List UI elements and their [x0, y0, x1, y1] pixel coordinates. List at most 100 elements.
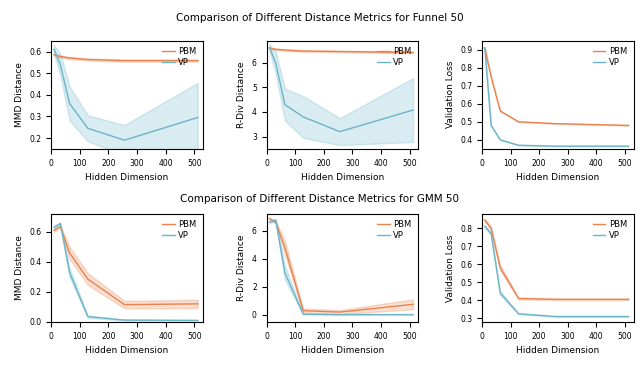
- PBM: [625, 123, 632, 128]
- VP: [194, 115, 202, 120]
- Y-axis label: Validation Loss: Validation Loss: [445, 61, 454, 128]
- X-axis label: Hidden Dimension: Hidden Dimension: [516, 173, 600, 182]
- PBM: [487, 226, 495, 231]
- VP: [497, 138, 504, 142]
- VP: [84, 314, 92, 319]
- Line: PBM: PBM: [484, 48, 628, 125]
- VP: [281, 270, 289, 275]
- VP: [194, 318, 202, 323]
- PBM: [266, 216, 273, 221]
- VP: [56, 62, 64, 67]
- PBM: [497, 109, 504, 113]
- PBM: [409, 50, 417, 55]
- PBM: [515, 120, 522, 124]
- VP: [336, 312, 344, 317]
- PBM: [194, 302, 202, 306]
- VP: [336, 130, 344, 134]
- Line: PBM: PBM: [269, 48, 413, 53]
- PBM: [281, 48, 289, 52]
- PBM: [120, 302, 128, 307]
- VP: [84, 126, 92, 131]
- VP: [272, 61, 280, 65]
- X-axis label: Hidden Dimension: Hidden Dimension: [85, 346, 169, 355]
- Line: VP: VP: [484, 48, 628, 146]
- X-axis label: Hidden Dimension: Hidden Dimension: [301, 173, 384, 182]
- Legend: PBM, VP: PBM, VP: [375, 45, 414, 70]
- VP: [515, 143, 522, 148]
- Y-axis label: MMD Distance: MMD Distance: [15, 62, 24, 127]
- Y-axis label: Validation Loss: Validation Loss: [445, 234, 454, 302]
- Legend: PBM, VP: PBM, VP: [590, 45, 629, 70]
- Y-axis label: R-Div Distance: R-Div Distance: [237, 235, 246, 301]
- PBM: [300, 309, 307, 313]
- X-axis label: Hidden Dimension: Hidden Dimension: [301, 346, 384, 355]
- Line: PBM: PBM: [54, 55, 198, 61]
- VP: [266, 46, 273, 50]
- PBM: [336, 49, 344, 54]
- Legend: PBM, VP: PBM, VP: [159, 218, 198, 243]
- Text: Comparison of Different Distance Metrics for Funnel 50: Comparison of Different Distance Metrics…: [176, 13, 464, 23]
- Line: VP: VP: [54, 49, 198, 140]
- VP: [487, 231, 495, 236]
- VP: [50, 47, 58, 51]
- Legend: PBM, VP: PBM, VP: [375, 218, 414, 243]
- PBM: [336, 310, 344, 314]
- Line: PBM: PBM: [54, 226, 198, 305]
- VP: [281, 102, 289, 107]
- PBM: [84, 277, 92, 281]
- PBM: [120, 58, 128, 63]
- VP: [551, 314, 559, 319]
- PBM: [194, 58, 202, 63]
- PBM: [56, 54, 64, 59]
- PBM: [272, 47, 280, 51]
- Y-axis label: MMD Distance: MMD Distance: [15, 235, 24, 300]
- PBM: [551, 121, 559, 126]
- Legend: PBM, VP: PBM, VP: [159, 45, 198, 70]
- VP: [551, 144, 559, 148]
- Y-axis label: R-Div Distance: R-Div Distance: [237, 61, 246, 128]
- VP: [625, 314, 632, 319]
- VP: [409, 108, 417, 112]
- Text: Comparison of Different Distance Metrics for GMM 50: Comparison of Different Distance Metrics…: [180, 194, 460, 204]
- Line: VP: VP: [54, 223, 198, 320]
- PBM: [266, 46, 273, 50]
- PBM: [481, 46, 488, 50]
- PBM: [66, 56, 74, 60]
- VP: [300, 312, 307, 316]
- VP: [66, 270, 74, 275]
- VP: [481, 224, 488, 229]
- VP: [515, 312, 522, 316]
- PBM: [497, 266, 504, 270]
- PBM: [56, 224, 64, 229]
- X-axis label: Hidden Dimension: Hidden Dimension: [85, 173, 169, 182]
- VP: [50, 225, 58, 229]
- PBM: [409, 302, 417, 307]
- PBM: [481, 218, 488, 222]
- VP: [625, 144, 632, 148]
- Line: VP: VP: [269, 220, 413, 314]
- VP: [120, 138, 128, 142]
- Line: PBM: PBM: [484, 220, 628, 299]
- X-axis label: Hidden Dimension: Hidden Dimension: [516, 346, 600, 355]
- VP: [266, 220, 273, 224]
- PBM: [551, 297, 559, 302]
- VP: [300, 115, 307, 119]
- VP: [120, 318, 128, 322]
- VP: [66, 101, 74, 106]
- PBM: [50, 53, 58, 57]
- VP: [487, 123, 495, 128]
- PBM: [515, 296, 522, 301]
- PBM: [625, 297, 632, 302]
- VP: [409, 312, 417, 317]
- Line: VP: VP: [269, 48, 413, 132]
- VP: [272, 218, 280, 222]
- Legend: PBM, VP: PBM, VP: [590, 218, 629, 243]
- Line: PBM: PBM: [269, 219, 413, 312]
- PBM: [50, 228, 58, 232]
- VP: [56, 221, 64, 226]
- PBM: [66, 250, 74, 255]
- PBM: [84, 57, 92, 62]
- VP: [481, 46, 488, 50]
- PBM: [300, 49, 307, 53]
- Line: VP: VP: [484, 226, 628, 316]
